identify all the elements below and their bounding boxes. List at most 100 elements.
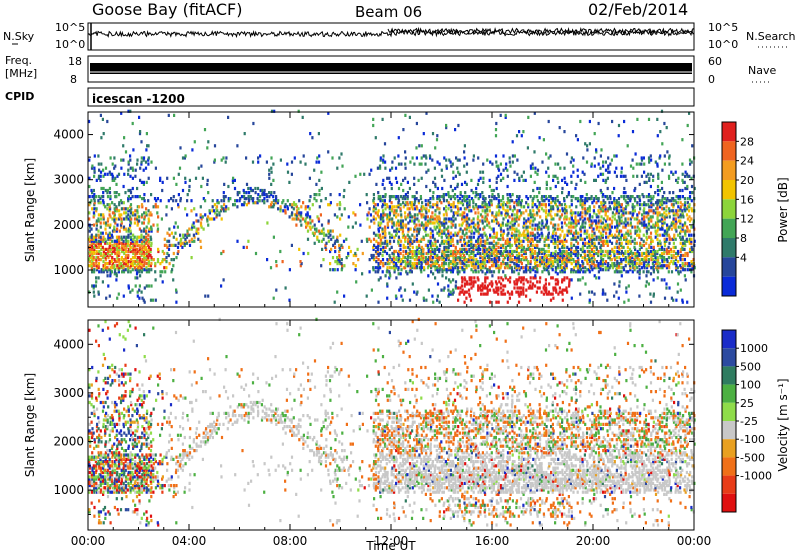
data-cell xyxy=(508,241,511,245)
data-cell xyxy=(620,221,623,225)
data-cell xyxy=(376,211,379,215)
data-cell xyxy=(529,247,532,251)
data-cell xyxy=(436,205,439,209)
data-cell xyxy=(647,211,650,215)
data-cell xyxy=(518,215,521,219)
data-cell xyxy=(365,294,368,298)
data-cell xyxy=(450,217,453,221)
data-cell xyxy=(190,256,193,260)
data-cell xyxy=(354,213,357,217)
data-cell xyxy=(464,282,467,286)
data-cell xyxy=(147,243,150,247)
data-cell xyxy=(113,225,116,229)
data-cell xyxy=(275,264,278,268)
data-cell xyxy=(543,239,546,243)
data-cell xyxy=(150,193,153,197)
data-cell xyxy=(149,264,152,268)
data-cell xyxy=(120,219,123,223)
data-cell xyxy=(611,264,614,268)
data-cell xyxy=(424,203,428,207)
data-cell xyxy=(223,197,226,201)
data-cell xyxy=(97,229,100,233)
data-cell xyxy=(99,235,102,239)
data-cell xyxy=(318,231,321,235)
data-cell xyxy=(570,296,573,300)
data-cell xyxy=(582,201,585,205)
data-cell xyxy=(464,278,467,282)
data-cell xyxy=(108,205,111,209)
data-cell xyxy=(652,245,655,249)
data-cell xyxy=(590,162,593,166)
data-cell xyxy=(502,203,505,207)
data-cell xyxy=(484,258,487,262)
data-cell xyxy=(597,264,600,268)
data-cell xyxy=(130,217,133,221)
data-cell xyxy=(184,233,187,237)
data-cell xyxy=(607,262,610,266)
data-cell xyxy=(328,203,332,207)
freq-label-1: Freq. xyxy=(5,54,32,67)
data-cell xyxy=(556,227,559,231)
data-cell xyxy=(459,227,462,231)
data-cell xyxy=(359,172,362,176)
data-cell xyxy=(549,221,553,225)
data-cell xyxy=(558,260,561,264)
data-cell xyxy=(484,280,487,284)
data-cell xyxy=(311,231,314,235)
data-cell xyxy=(236,144,239,148)
data-cell xyxy=(480,268,483,272)
data-cell xyxy=(136,270,139,274)
data-cell xyxy=(414,225,417,229)
data-cell xyxy=(429,156,432,160)
data-cell xyxy=(107,251,110,256)
data-cell xyxy=(663,258,666,262)
data-cell xyxy=(111,262,114,266)
data-cell xyxy=(479,239,482,243)
data-cell xyxy=(577,231,580,235)
data-cell xyxy=(131,262,134,266)
data-cell xyxy=(316,237,319,241)
data-cell xyxy=(484,276,487,280)
data-cell xyxy=(656,243,660,247)
data-cell xyxy=(159,274,162,278)
data-cell xyxy=(221,207,224,211)
data-cell xyxy=(178,166,182,170)
data-cell xyxy=(517,264,520,268)
data-cell xyxy=(545,215,548,219)
data-cell xyxy=(381,227,384,231)
data-cell xyxy=(529,211,532,215)
data-cell xyxy=(227,115,230,119)
data-cell xyxy=(476,193,480,197)
data-cell xyxy=(116,251,119,256)
data-cell xyxy=(552,288,555,292)
data-cell xyxy=(118,262,121,266)
data-cell xyxy=(407,251,410,256)
data-cell xyxy=(124,264,127,268)
data-cell xyxy=(495,241,498,245)
data-cell xyxy=(458,223,461,227)
data-cell xyxy=(465,258,468,262)
data-cell xyxy=(456,205,459,209)
data-cell xyxy=(470,262,473,266)
data-cell xyxy=(515,282,518,286)
data-cell xyxy=(609,207,612,211)
data-cell xyxy=(506,300,509,304)
data-cell xyxy=(114,209,117,213)
data-cell xyxy=(154,166,157,170)
data-cell xyxy=(449,260,452,264)
data-cell xyxy=(370,168,373,172)
data-cell xyxy=(466,205,469,209)
data-cell xyxy=(588,245,592,249)
data-cell xyxy=(438,223,441,227)
data-cell xyxy=(465,195,468,199)
data-cell xyxy=(100,217,103,221)
data-cell xyxy=(315,182,318,186)
data-cell xyxy=(201,176,204,180)
data-cell xyxy=(454,262,457,266)
data-cell xyxy=(615,241,618,245)
data-cell xyxy=(116,266,119,270)
data-cell xyxy=(554,270,557,274)
data-cell xyxy=(99,113,102,117)
data-cell xyxy=(120,235,123,239)
